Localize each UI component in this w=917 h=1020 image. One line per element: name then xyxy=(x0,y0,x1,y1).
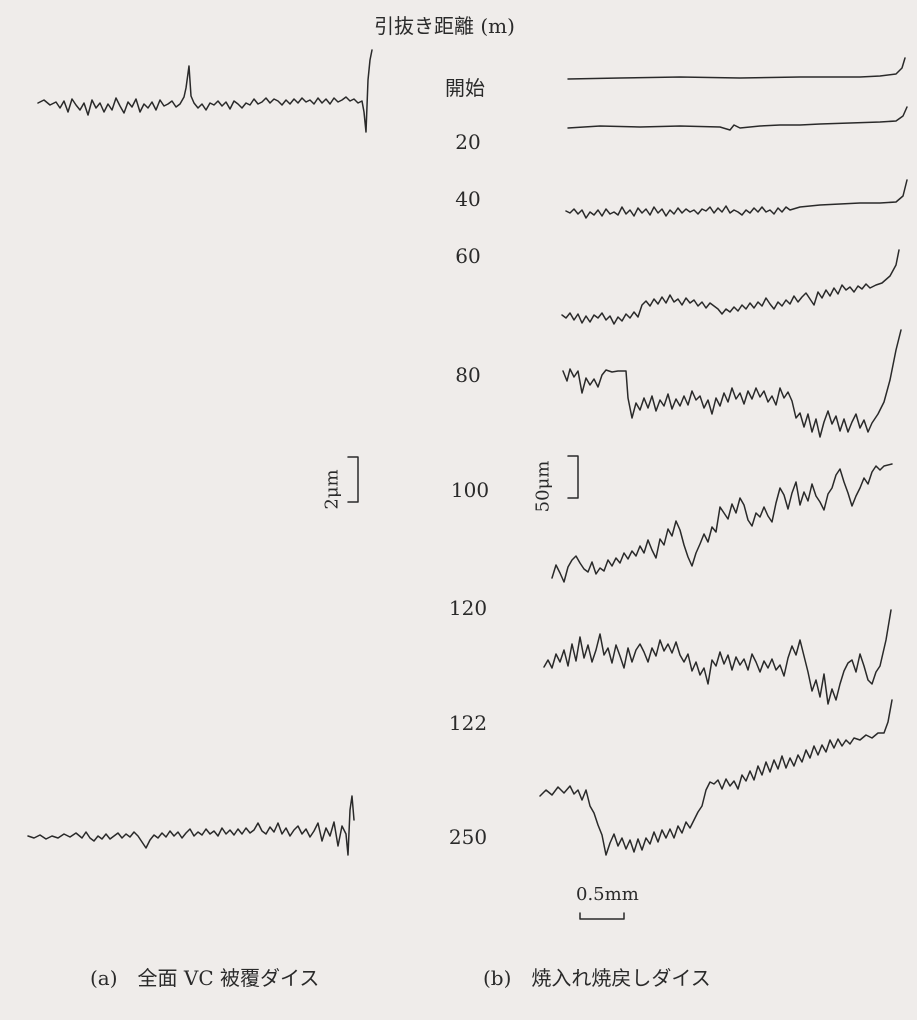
distance-header: 引抜き距離 (m) xyxy=(374,14,515,38)
distance-label-20: 20 xyxy=(455,130,481,154)
scale-bar-bottom xyxy=(579,912,625,920)
distance-label-250: 250 xyxy=(448,825,488,849)
scale-bar-left xyxy=(347,456,359,503)
profile-b-60 xyxy=(561,249,900,325)
distance-label-60: 60 xyxy=(455,244,481,268)
distance-label-100: 100 xyxy=(450,478,490,502)
distance-label-80: 80 xyxy=(455,363,481,387)
profile-a-start xyxy=(37,49,373,133)
distance-label-120: 120 xyxy=(448,596,488,620)
profile-b-40 xyxy=(565,179,908,219)
distance-label-122: 122 xyxy=(448,711,488,735)
distance-label-40: 40 xyxy=(455,187,481,211)
distance-label-start: 開始 xyxy=(445,76,485,100)
profile-b-20 xyxy=(567,106,908,131)
scale-label-bottom: 0.5mm xyxy=(576,884,639,905)
profile-b-100 xyxy=(551,463,893,583)
profile-b-80 xyxy=(562,329,902,438)
scale-bar-right xyxy=(567,455,579,499)
caption-a: (a) 全面 VC 被覆ダイス xyxy=(90,966,320,990)
caption-b: (b) 焼入れ焼戻しダイス xyxy=(483,966,711,990)
profile-b-120 xyxy=(543,609,892,705)
profile-b-start xyxy=(567,57,906,80)
profile-b-122 xyxy=(539,699,893,856)
profile-a-250 xyxy=(27,795,355,856)
